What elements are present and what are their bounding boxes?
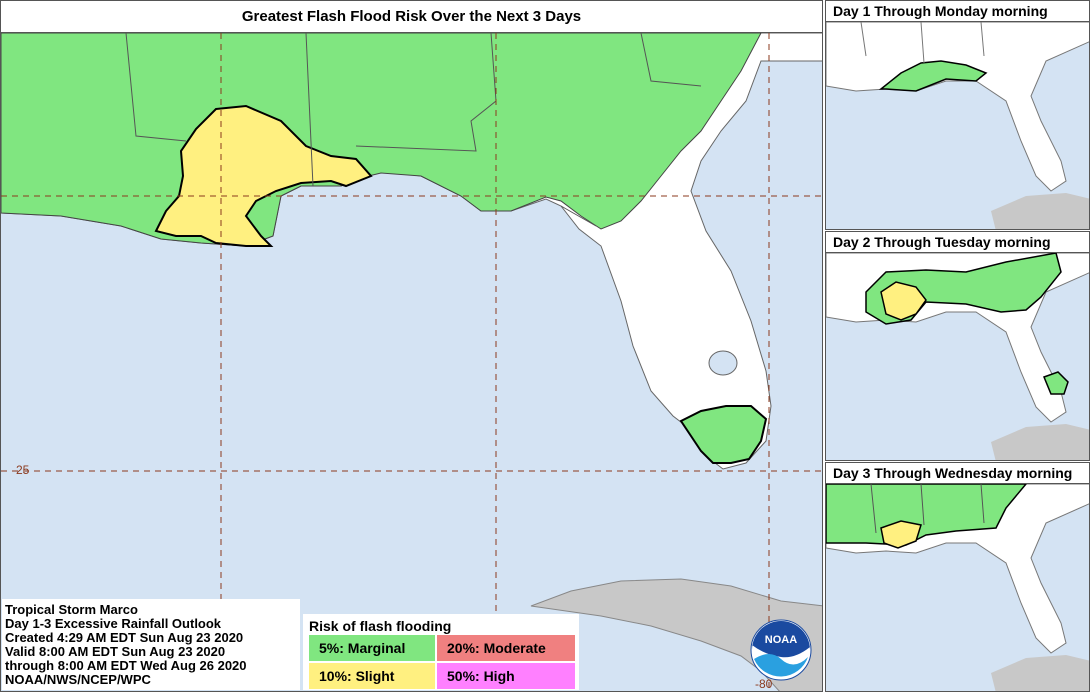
inset-day3-map <box>826 483 1089 691</box>
legend-slight: 10%: Slight <box>309 663 435 689</box>
inset-day3-panel: Day 3 Through Wednesday morning <box>825 462 1090 692</box>
inset-day2-map <box>826 252 1089 460</box>
inset-day3-title: Day 3 Through Wednesday morning <box>826 463 1089 484</box>
info-line: Created 4:29 AM EDT Sun Aug 23 2020 <box>5 630 244 645</box>
inset-day1-map <box>826 21 1089 229</box>
info-line: through 8:00 AM EDT Wed Aug 26 2020 <box>5 658 247 673</box>
main-map-title: Greatest Flash Flood Risk Over the Next … <box>1 1 822 33</box>
legend-marginal: 5%: Marginal <box>309 635 435 661</box>
slight-risk-area <box>154 104 373 247</box>
latitude-label-25: 25 <box>16 463 30 477</box>
lake-okeechobee <box>708 350 738 376</box>
south-florida-marginal-area <box>679 405 768 464</box>
info-line: NOAA/NWS/NCEP/WPC <box>5 672 151 687</box>
legend-high: 50%: High <box>437 663 575 689</box>
noaa-logo-text: NOAA <box>765 634 797 646</box>
info-line: Tropical Storm Marco <box>5 602 138 617</box>
inset-day3-slight <box>880 520 922 549</box>
risk-legend: Risk of flash flooding 5%: Marginal 20%:… <box>303 614 579 690</box>
inset-day2-slight <box>880 281 927 321</box>
inset-day2-panel: Day 2 Through Tuesday morning <box>825 231 1090 461</box>
legend-title: Risk of flash flooding <box>309 618 452 634</box>
noaa-logo-icon: NOAA <box>750 619 812 681</box>
main-map-panel: Greatest Flash Flood Risk Over the Next … <box>0 0 823 692</box>
state-borders <box>125 32 702 227</box>
inset-day1-title: Day 1 Through Monday morning <box>826 1 1089 22</box>
info-line: Day 1-3 Excessive Rainfall Outlook <box>5 616 222 631</box>
inset-day2-south-fl <box>1043 371 1069 395</box>
outlook-info-box: Tropical Storm Marco Day 1-3 Excessive R… <box>2 599 300 690</box>
info-line: Valid 8:00 AM EDT Sun Aug 23 2020 <box>5 644 226 659</box>
inset-day2-title: Day 2 Through Tuesday morning <box>826 232 1089 253</box>
inset-day1-panel: Day 1 Through Monday morning <box>825 0 1090 230</box>
graticule <box>1 33 822 691</box>
inset-day1-marginal <box>878 60 988 92</box>
longitude-label-80: -80 <box>755 677 773 691</box>
legend-moderate: 20%: Moderate <box>437 635 575 661</box>
cuba-landmass <box>530 578 822 691</box>
main-map-svg <box>1 32 822 691</box>
